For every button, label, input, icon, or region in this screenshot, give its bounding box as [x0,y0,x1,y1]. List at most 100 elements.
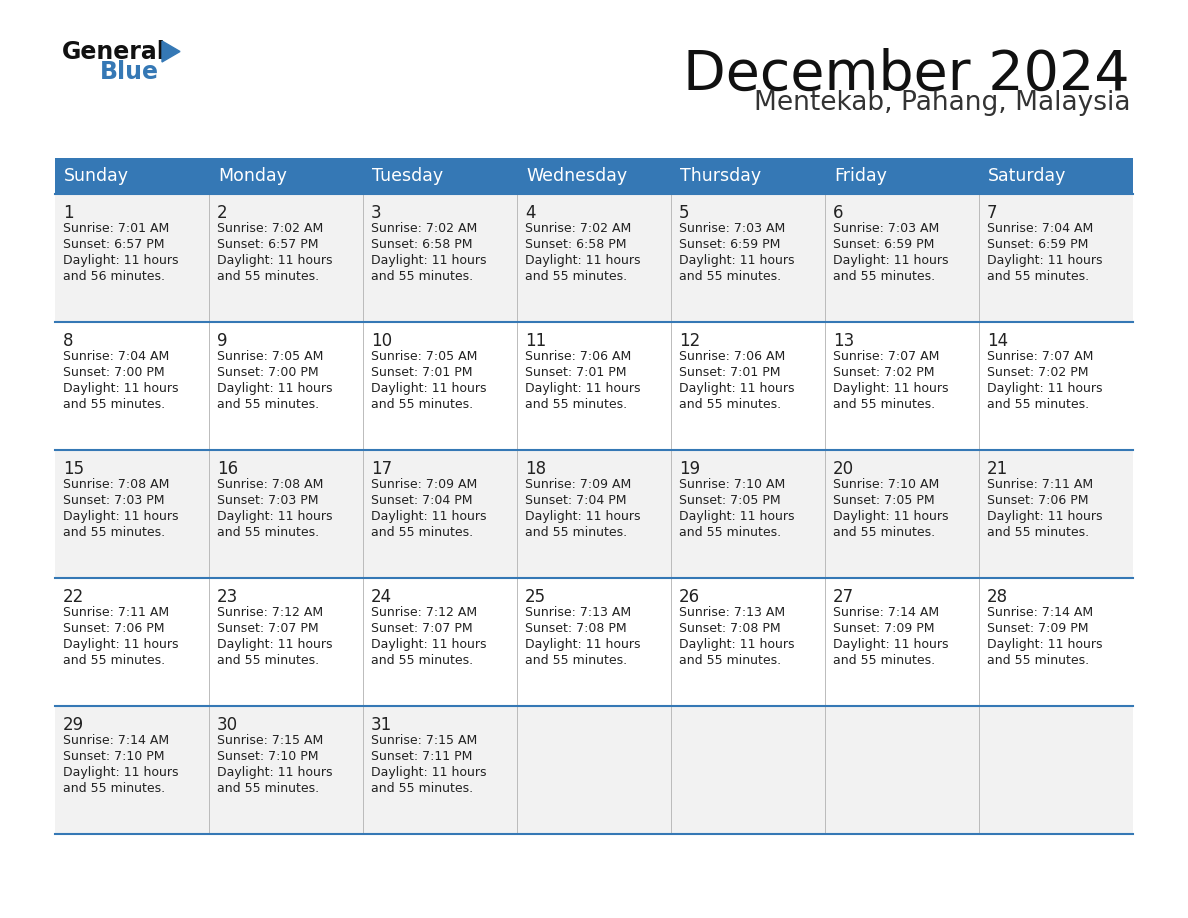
Text: and 55 minutes.: and 55 minutes. [833,270,935,283]
Text: 7: 7 [987,204,998,222]
Text: Sunrise: 7:07 AM: Sunrise: 7:07 AM [987,350,1093,363]
Text: Sunset: 7:01 PM: Sunset: 7:01 PM [371,366,473,379]
Text: Daylight: 11 hours: Daylight: 11 hours [680,638,795,651]
Text: Sunset: 7:08 PM: Sunset: 7:08 PM [525,622,626,635]
Text: Sunrise: 7:06 AM: Sunrise: 7:06 AM [680,350,785,363]
Text: Sunset: 7:06 PM: Sunset: 7:06 PM [63,622,164,635]
Text: Sunrise: 7:13 AM: Sunrise: 7:13 AM [680,606,785,619]
Text: Sunset: 7:07 PM: Sunset: 7:07 PM [371,622,473,635]
Text: and 55 minutes.: and 55 minutes. [371,398,473,411]
Text: Sunset: 7:09 PM: Sunset: 7:09 PM [833,622,935,635]
Text: 12: 12 [680,332,700,350]
Text: Sunset: 7:07 PM: Sunset: 7:07 PM [217,622,318,635]
Text: Daylight: 11 hours: Daylight: 11 hours [833,510,948,523]
Text: Sunrise: 7:14 AM: Sunrise: 7:14 AM [833,606,940,619]
Text: 17: 17 [371,460,392,478]
Text: Sunset: 7:04 PM: Sunset: 7:04 PM [525,494,626,507]
Text: 27: 27 [833,588,854,606]
Text: 5: 5 [680,204,689,222]
Polygon shape [162,41,181,62]
Text: Sunset: 7:08 PM: Sunset: 7:08 PM [680,622,781,635]
Text: Blue: Blue [100,60,159,84]
Text: Saturday: Saturday [988,167,1067,185]
Text: and 55 minutes.: and 55 minutes. [680,526,782,539]
Text: 10: 10 [371,332,392,350]
Text: 6: 6 [833,204,843,222]
Text: Sunrise: 7:04 AM: Sunrise: 7:04 AM [63,350,169,363]
Text: 8: 8 [63,332,74,350]
Text: Sunrise: 7:10 AM: Sunrise: 7:10 AM [680,478,785,491]
Text: Sunset: 6:57 PM: Sunset: 6:57 PM [63,238,164,251]
Text: 3: 3 [371,204,381,222]
Text: Mentekab, Pahang, Malaysia: Mentekab, Pahang, Malaysia [753,90,1130,116]
Text: and 55 minutes.: and 55 minutes. [987,398,1089,411]
Text: Sunset: 7:04 PM: Sunset: 7:04 PM [371,494,473,507]
Text: Sunrise: 7:10 AM: Sunrise: 7:10 AM [833,478,940,491]
Text: Daylight: 11 hours: Daylight: 11 hours [63,382,178,395]
Text: Sunset: 6:58 PM: Sunset: 6:58 PM [371,238,473,251]
Text: and 55 minutes.: and 55 minutes. [680,654,782,667]
Text: Monday: Monday [219,167,286,185]
Text: 26: 26 [680,588,700,606]
Text: Daylight: 11 hours: Daylight: 11 hours [217,638,333,651]
Text: Sunrise: 7:11 AM: Sunrise: 7:11 AM [63,606,169,619]
Text: Sunset: 7:00 PM: Sunset: 7:00 PM [217,366,318,379]
Text: and 55 minutes.: and 55 minutes. [833,654,935,667]
Text: 29: 29 [63,716,84,734]
Text: Daylight: 11 hours: Daylight: 11 hours [371,766,487,779]
Text: Daylight: 11 hours: Daylight: 11 hours [371,382,487,395]
Text: Sunset: 6:59 PM: Sunset: 6:59 PM [833,238,935,251]
Text: Daylight: 11 hours: Daylight: 11 hours [371,254,487,267]
Text: Thursday: Thursday [680,167,762,185]
Text: Sunrise: 7:14 AM: Sunrise: 7:14 AM [987,606,1093,619]
Text: Daylight: 11 hours: Daylight: 11 hours [680,254,795,267]
Text: 31: 31 [371,716,392,734]
Text: and 55 minutes.: and 55 minutes. [987,270,1089,283]
Text: and 56 minutes.: and 56 minutes. [63,270,165,283]
Text: 25: 25 [525,588,546,606]
Bar [55,450,1133,578]
Text: and 55 minutes.: and 55 minutes. [217,654,320,667]
Text: Daylight: 11 hours: Daylight: 11 hours [833,254,948,267]
Text: Sunset: 7:11 PM: Sunset: 7:11 PM [371,750,473,763]
Text: Sunset: 6:59 PM: Sunset: 6:59 PM [987,238,1088,251]
Text: Sunrise: 7:02 AM: Sunrise: 7:02 AM [217,222,323,235]
Text: Sunrise: 7:12 AM: Sunrise: 7:12 AM [217,606,323,619]
Text: and 55 minutes.: and 55 minutes. [680,398,782,411]
Text: Sunrise: 7:09 AM: Sunrise: 7:09 AM [371,478,478,491]
Text: Sunrise: 7:05 AM: Sunrise: 7:05 AM [217,350,323,363]
Text: Daylight: 11 hours: Daylight: 11 hours [371,638,487,651]
Text: Sunset: 7:02 PM: Sunset: 7:02 PM [987,366,1088,379]
Text: and 55 minutes.: and 55 minutes. [371,654,473,667]
Text: 1: 1 [63,204,74,222]
Text: Friday: Friday [834,167,887,185]
Text: General: General [62,40,166,64]
Text: Sunrise: 7:03 AM: Sunrise: 7:03 AM [680,222,785,235]
Text: and 55 minutes.: and 55 minutes. [217,526,320,539]
Text: Sunday: Sunday [64,167,129,185]
Text: Sunrise: 7:04 AM: Sunrise: 7:04 AM [987,222,1093,235]
Text: and 55 minutes.: and 55 minutes. [371,526,473,539]
Text: Daylight: 11 hours: Daylight: 11 hours [833,382,948,395]
Text: Daylight: 11 hours: Daylight: 11 hours [833,638,948,651]
Text: Sunrise: 7:07 AM: Sunrise: 7:07 AM [833,350,940,363]
Text: Sunset: 7:05 PM: Sunset: 7:05 PM [833,494,935,507]
Text: Daylight: 11 hours: Daylight: 11 hours [217,382,333,395]
Text: Sunset: 7:01 PM: Sunset: 7:01 PM [525,366,626,379]
Text: Sunrise: 7:06 AM: Sunrise: 7:06 AM [525,350,631,363]
Bar [55,322,1133,450]
Text: Daylight: 11 hours: Daylight: 11 hours [525,638,640,651]
Text: Sunrise: 7:03 AM: Sunrise: 7:03 AM [833,222,940,235]
Text: and 55 minutes.: and 55 minutes. [371,270,473,283]
Text: 22: 22 [63,588,84,606]
Text: Sunset: 7:10 PM: Sunset: 7:10 PM [217,750,318,763]
Text: Daylight: 11 hours: Daylight: 11 hours [217,254,333,267]
Text: Sunrise: 7:15 AM: Sunrise: 7:15 AM [217,734,323,747]
Text: Sunrise: 7:08 AM: Sunrise: 7:08 AM [217,478,323,491]
Text: 23: 23 [217,588,239,606]
Text: and 55 minutes.: and 55 minutes. [833,398,935,411]
Text: 9: 9 [217,332,227,350]
Text: Daylight: 11 hours: Daylight: 11 hours [217,766,333,779]
Text: Daylight: 11 hours: Daylight: 11 hours [987,382,1102,395]
Text: and 55 minutes.: and 55 minutes. [217,270,320,283]
